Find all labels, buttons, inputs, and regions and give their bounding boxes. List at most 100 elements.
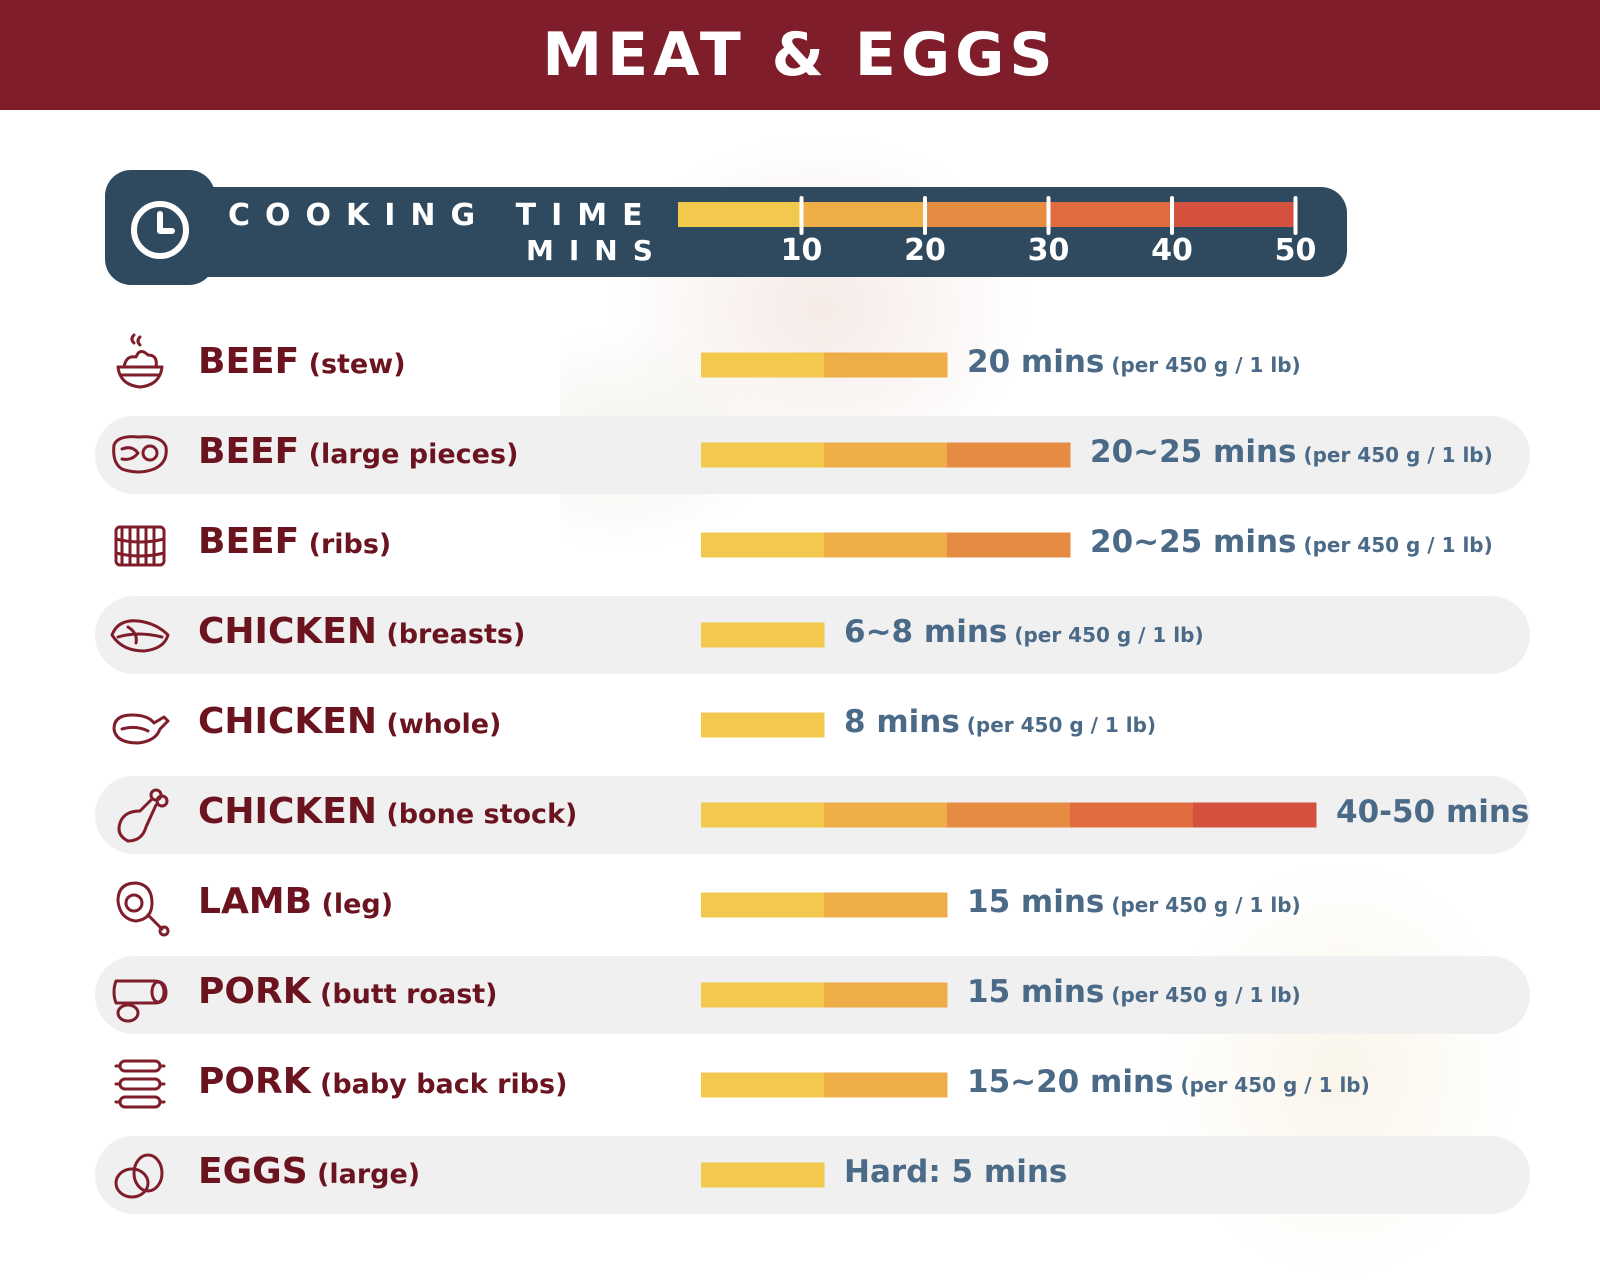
category-name: EGGS xyxy=(198,1151,308,1192)
scale-tick-label: 10 xyxy=(781,233,823,268)
chicken-breast-icon xyxy=(110,619,170,653)
category-name: PORK xyxy=(198,1061,311,1102)
time-value: 20~25 mins xyxy=(1090,434,1297,470)
bar-segment xyxy=(824,802,948,828)
bar-segment xyxy=(701,1162,825,1188)
time-value: 20 mins xyxy=(967,344,1105,380)
sausage-icon xyxy=(112,979,168,1023)
eggs-icon xyxy=(114,1153,164,1199)
category-detail: (stew) xyxy=(299,349,406,380)
value-label: 6~8 mins (per 450 g / 1 lb) xyxy=(844,614,1204,650)
pork-ribs-icon xyxy=(114,1059,166,1109)
category-detail: (leg) xyxy=(312,889,394,920)
bar-segment xyxy=(824,442,948,468)
time-value: 15~20 mins xyxy=(967,1064,1174,1100)
value-label: 20~25 mins (per 450 g / 1 lb) xyxy=(1090,434,1493,470)
per-weight-note: (per 450 g / 1 lb) xyxy=(1296,533,1493,557)
per-weight-note: (per 450 g / 1 lb) xyxy=(1104,353,1301,377)
scale-segment xyxy=(1172,202,1296,227)
stew-bowl-icon xyxy=(116,333,164,389)
bar-segment xyxy=(701,892,825,918)
category-detail: (ribs) xyxy=(299,529,392,560)
category-name: LAMB xyxy=(198,881,313,922)
value-label: 15 mins (per 450 g / 1 lb) xyxy=(967,884,1301,920)
value-label: 15 mins (per 450 g / 1 lb) xyxy=(967,974,1301,1010)
per-weight-note: (per 450 g / 1 lb) xyxy=(1296,443,1493,467)
category-name: BEEF xyxy=(198,341,300,382)
bar-segment xyxy=(701,1072,825,1098)
legend-title: COOKING TIME xyxy=(228,198,658,233)
row-label: CHICKEN (whole) xyxy=(198,701,501,742)
time-value: 6~8 mins xyxy=(844,614,1008,650)
bar-segment xyxy=(1070,802,1194,828)
value-label: 40-50 mins xyxy=(1336,794,1529,830)
row-label: CHICKEN (breasts) xyxy=(198,611,525,652)
clock-icon xyxy=(131,201,189,259)
category-name: CHICKEN xyxy=(198,611,377,652)
value-label: 15~20 mins (per 450 g / 1 lb) xyxy=(967,1064,1370,1100)
category-name: CHICKEN xyxy=(198,791,377,832)
time-value: 40-50 mins xyxy=(1336,794,1530,830)
scale-segment xyxy=(1048,202,1173,227)
scale-tick-label: 50 xyxy=(1275,233,1317,268)
category-detail: (bone stock) xyxy=(376,799,578,830)
value-label: 20 mins (per 450 g / 1 lb) xyxy=(967,344,1301,380)
category-name: PORK xyxy=(198,971,311,1012)
time-value: Hard: 5 mins xyxy=(844,1154,1068,1190)
row-label: CHICKEN (bone stock) xyxy=(198,791,577,832)
per-weight-note: (per 450 g / 1 lb) xyxy=(959,713,1157,737)
scale-segment xyxy=(801,202,926,227)
per-weight-note: (per 450 g / 1 lb) xyxy=(1104,893,1301,917)
row-label: PORK (baby back ribs) xyxy=(198,1061,567,1102)
bar-segment xyxy=(701,532,825,558)
drumstick-icon xyxy=(117,788,169,843)
category-name: BEEF xyxy=(198,521,300,562)
bar-segment xyxy=(824,1072,948,1098)
whole-chicken-icon xyxy=(112,713,170,745)
category-detail: (butt roast) xyxy=(310,979,498,1010)
value-label: 8 mins (per 450 g / 1 lb) xyxy=(844,704,1156,740)
per-weight-note: (per 450 g / 1 lb) xyxy=(1104,983,1301,1007)
bar-segment xyxy=(947,532,1071,558)
per-weight-note: (per 450 g / 1 lb) xyxy=(1007,623,1204,647)
bar-segment xyxy=(701,712,825,738)
time-value: 15 mins xyxy=(967,884,1105,920)
row-label: BEEF (ribs) xyxy=(198,521,391,562)
scale-tick-label: 30 xyxy=(1028,233,1070,268)
steak-icon xyxy=(112,435,168,474)
time-value: 20~25 mins xyxy=(1090,524,1297,560)
row-label: PORK (butt roast) xyxy=(198,971,498,1012)
category-detail: (large pieces) xyxy=(299,439,519,470)
bar-segment xyxy=(824,892,948,918)
bar-segment xyxy=(824,982,948,1008)
bar-segment xyxy=(1193,802,1317,828)
legend-unit: MINS xyxy=(526,234,668,267)
category-detail: (breasts) xyxy=(376,619,526,650)
bar-segment xyxy=(947,802,1071,828)
lamb-leg-icon xyxy=(116,881,170,937)
bar-segment xyxy=(824,352,948,378)
bar-segment xyxy=(824,532,948,558)
row-label: BEEF (large pieces) xyxy=(198,431,518,472)
page-header: MEAT & EGGS xyxy=(0,0,1600,110)
time-value: 15 mins xyxy=(967,974,1105,1010)
bar-segment xyxy=(701,352,825,378)
row-label: EGGS (large) xyxy=(198,1151,420,1192)
scale-tick-label: 20 xyxy=(904,233,946,268)
row-label: LAMB (leg) xyxy=(198,881,393,922)
time-scale: 10 20 30 40 50 xyxy=(678,196,1317,268)
bar-segment xyxy=(701,442,825,468)
scale-tick-label: 40 xyxy=(1151,233,1193,268)
row-label: BEEF (stew) xyxy=(198,341,406,382)
category-name: BEEF xyxy=(198,431,300,472)
per-weight-note: (per 450 g / 1 lb) xyxy=(1173,1073,1370,1097)
category-name: CHICKEN xyxy=(198,701,377,742)
bar-segment xyxy=(947,442,1071,468)
scale-segment xyxy=(678,202,802,227)
value-label: 20~25 mins (per 450 g / 1 lb) xyxy=(1090,524,1493,560)
bar-segment xyxy=(701,622,825,648)
category-detail: (baby back ribs) xyxy=(310,1069,568,1100)
value-label: Hard: 5 mins xyxy=(844,1154,1067,1190)
bar-segment xyxy=(701,802,825,828)
